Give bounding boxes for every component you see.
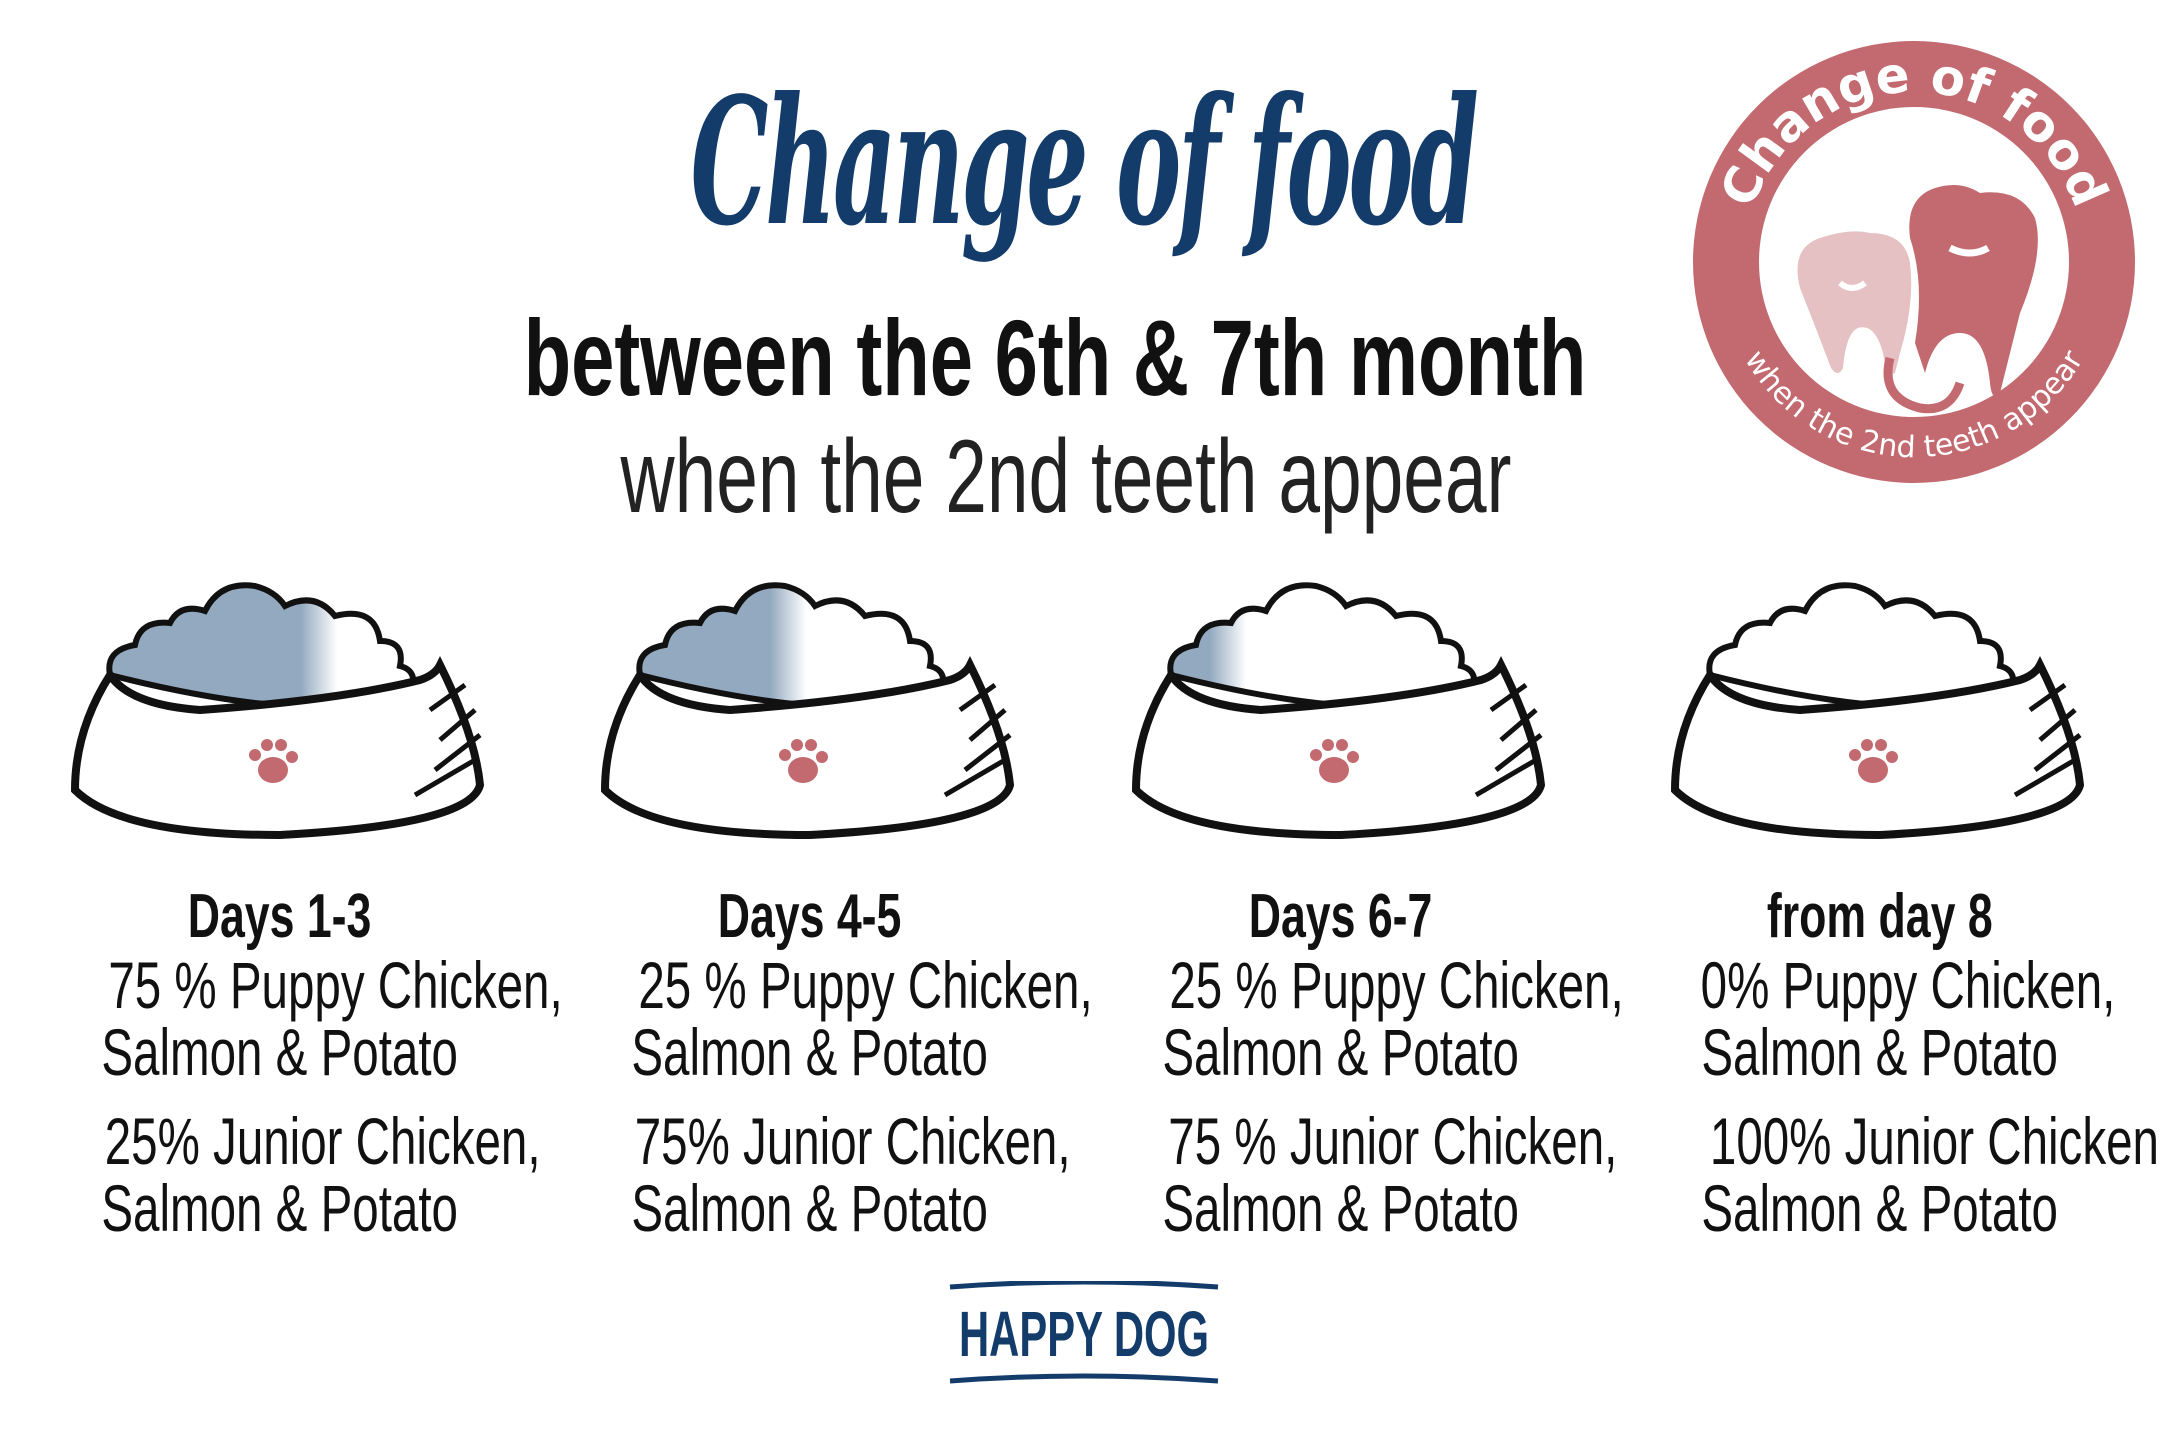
junior-percentage: 75% Junior Chicken, (550, 1104, 1071, 1178)
puppy-percentage: 25 % Puppy Chicken, (550, 952, 1092, 1019)
stage-days-text: Days 6-7 (1249, 882, 1433, 951)
stage-days-label: Days 6-7 (1081, 882, 1601, 952)
baby-tooth-icon (1797, 231, 1912, 374)
paw-icon (1849, 739, 1898, 783)
puppy-percentage-text: 25 % Puppy Chicken, (638, 948, 1093, 1022)
junior-product: Salmon & Potato (1081, 1175, 1601, 1242)
food-bowl-icon (1131, 582, 1546, 840)
stage-days-label: Days 1-3 (20, 882, 540, 952)
junior-percentage-text: 100% Junior Chicken, (1709, 1104, 2160, 1178)
puppy-percentage: 25 % Puppy Chicken, (1081, 952, 1623, 1019)
stage-days-text: from day 8 (1767, 882, 1993, 951)
junior-percentage: 25% Junior Chicken, (20, 1104, 541, 1178)
subtitle-text: between the 6th & 7th month (523, 297, 1587, 418)
junior-product-text: Salmon & Potato (1162, 1171, 1520, 1245)
puppy-percentage: 75 % Puppy Chicken, (20, 952, 562, 1019)
junior-product-text: Salmon & Potato (631, 1171, 989, 1245)
puppy-product: Salmon & Potato (20, 1019, 540, 1086)
stage-column: from day 8 0% Puppy Chicken, Salmon & Po… (1620, 580, 2160, 1242)
arrow-icon (1883, 356, 1965, 414)
puppy-product: Salmon & Potato (1081, 1019, 1601, 1086)
puppy-product-text: Salmon & Potato (1701, 1015, 2059, 1089)
stage-days-label: from day 8 (1620, 882, 2140, 952)
puppy-product: Salmon & Potato (550, 1019, 1070, 1086)
junior-percentage: 75 % Junior Chicken, (1081, 1108, 1617, 1175)
junior-product-text: Salmon & Potato (101, 1171, 459, 1245)
puppy-product-text: Salmon & Potato (1162, 1015, 1520, 1089)
puppy-percentage-text: 25 % Puppy Chicken, (1169, 948, 1624, 1022)
puppy-percentage: 0% Puppy Chicken, (1620, 952, 2140, 1019)
junior-percentage-text: 75 % Junior Chicken, (1168, 1104, 1618, 1178)
stage-column: Days 4-5 25 % Puppy Chicken, Salmon & Po… (550, 580, 1093, 1242)
tagline: when the 2nd teeth appear (447, 418, 1684, 537)
puppy-product: Salmon & Potato (1620, 1019, 2140, 1086)
junior-percentage-text: 75% Junior Chicken, (634, 1104, 1071, 1178)
stage-days-text: Days 4-5 (718, 882, 902, 951)
stage-days-text: Days 1-3 (188, 882, 372, 951)
stage-days-label: Days 4-5 (550, 882, 1070, 952)
puppy-product-text: Salmon & Potato (101, 1015, 459, 1089)
stage-column: Days 6-7 25 % Puppy Chicken, Salmon & Po… (1081, 580, 1624, 1242)
food-bowl-icon (70, 582, 485, 840)
stage-column: Days 1-3 75 % Puppy Chicken, Salmon & Po… (20, 580, 563, 1242)
junior-product: Salmon & Potato (20, 1175, 540, 1242)
adult-tooth-icon (1909, 184, 2038, 397)
junior-product: Salmon & Potato (550, 1175, 1070, 1242)
puppy-percentage-text: 75 % Puppy Chicken, (108, 948, 563, 1022)
paw-icon (1310, 739, 1359, 783)
tagline-text: when the 2nd teeth appear (620, 419, 1512, 535)
happy-dog-logo: HAPPY DOG (949, 1281, 1219, 1384)
junior-product-text: Salmon & Potato (1701, 1171, 2059, 1245)
junior-percentage: 100% Junior Chicken, (1620, 1108, 2160, 1175)
junior-percentage-text: 25% Junior Chicken, (104, 1104, 541, 1178)
puppy-product-text: Salmon & Potato (631, 1015, 989, 1089)
page-title: Change of food (382, 60, 1784, 265)
subtitle: between the 6th & 7th month (317, 295, 1793, 420)
food-bowl-icon (1670, 582, 2085, 840)
puppy-percentage-text: 0% Puppy Chicken, (1700, 948, 2116, 1022)
junior-product: Salmon & Potato (1620, 1175, 2140, 1242)
change-of-food-badge: Change of food when the 2nd teeth appear (1693, 41, 2135, 483)
paw-icon (249, 739, 298, 783)
logo-text: HAPPY DOG (959, 1298, 1209, 1370)
paw-icon (779, 739, 828, 783)
food-bowl-icon (600, 582, 1015, 840)
page-title-text: Change of food (690, 60, 1478, 265)
